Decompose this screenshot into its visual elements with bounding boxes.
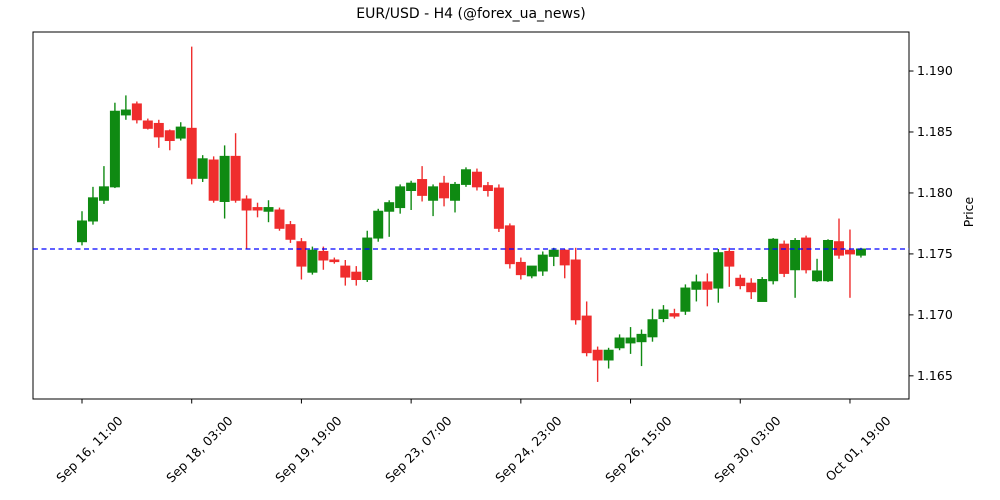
candle-body-up: [77, 220, 87, 243]
candle-body-down: [208, 159, 219, 201]
candle-body-up: [647, 319, 658, 338]
y-tick-label: 1.185: [917, 123, 953, 139]
candle-body-up: [175, 126, 186, 139]
candle-body-down: [669, 313, 680, 317]
candle-body-up: [384, 202, 395, 212]
candle-body-down: [131, 103, 142, 121]
y-tick-label: 1.170: [917, 306, 953, 322]
candle-body-up: [428, 186, 439, 201]
candle-body-down: [493, 187, 504, 229]
candle-body-down: [351, 271, 362, 281]
candle-body-up: [790, 239, 801, 271]
candle-body-up: [87, 197, 98, 222]
plot-border: [32, 31, 910, 400]
candle-body-up: [823, 239, 834, 282]
candle-body-up: [98, 186, 109, 201]
candle-body-up: [636, 333, 647, 343]
candle-body-down: [274, 209, 285, 229]
candle-body-up: [395, 186, 406, 209]
candle-body-up: [526, 265, 537, 277]
y-axis-label: Price: [960, 196, 976, 228]
candle-body-up: [197, 158, 208, 179]
candle-body-up: [450, 183, 461, 201]
candle-body-down: [592, 349, 603, 361]
candle-body-up: [658, 309, 669, 320]
candle-body-up: [855, 248, 866, 256]
candle-body-down: [570, 259, 581, 321]
candle-body-up: [362, 237, 373, 281]
y-tick-label: 1.190: [917, 63, 953, 79]
candle-body-down: [417, 179, 428, 196]
candle-body-up: [625, 337, 636, 344]
candle-body-down: [439, 182, 450, 199]
candle-body-down: [153, 122, 164, 138]
candle-body-up: [406, 182, 417, 192]
candle-body-up: [460, 169, 471, 185]
candle-body-down: [285, 224, 296, 240]
candle-body-up: [109, 110, 120, 188]
candle-body-up: [603, 349, 614, 361]
candle-body-up: [263, 207, 274, 212]
candle-body-down: [241, 198, 252, 211]
candle-body-down: [735, 277, 746, 287]
candle-body-down: [318, 250, 329, 261]
candle-body-down: [329, 259, 340, 263]
candle-body-down: [801, 237, 812, 271]
candle-body-up: [537, 254, 548, 272]
chart-title: EUR/USD - H4 (@forex_ua_news): [356, 6, 586, 22]
candle-body-up: [307, 249, 318, 273]
candle-body-up: [373, 210, 384, 239]
candle-body-down: [702, 281, 713, 290]
candle-body-down: [230, 155, 241, 201]
candle-body-up: [691, 281, 702, 290]
y-tick-label: 1.175: [917, 245, 953, 261]
candle-body-down: [559, 249, 570, 266]
candle-body-up: [812, 270, 823, 282]
candle-body-down: [471, 171, 482, 188]
candle-body-down: [515, 261, 526, 276]
candle-body-down: [779, 243, 790, 274]
candle-body-up: [680, 287, 691, 312]
candle-body-down: [252, 207, 263, 211]
candle-body-down: [504, 225, 515, 265]
candle-body-down: [581, 315, 592, 354]
candle-body-down: [844, 249, 855, 255]
candle-body-up: [713, 252, 724, 289]
candle-body-down: [164, 130, 175, 142]
y-tick-label: 1.165: [917, 367, 953, 383]
candle-body-down: [340, 265, 351, 278]
candle-body-down: [142, 120, 153, 129]
candle-body-up: [768, 238, 779, 282]
candle-body-down: [186, 127, 197, 179]
candle-body-down: [746, 282, 757, 293]
candle-body-up: [120, 109, 131, 116]
candle-body-down: [296, 241, 307, 267]
candle-body-up: [757, 279, 768, 302]
candle-body-up: [219, 155, 230, 202]
y-tick-label: 1.180: [917, 184, 953, 200]
candle-body-down: [724, 250, 735, 267]
candle-body-up: [614, 337, 625, 349]
candle-body-up: [548, 249, 559, 257]
candle-body-down: [482, 185, 493, 192]
